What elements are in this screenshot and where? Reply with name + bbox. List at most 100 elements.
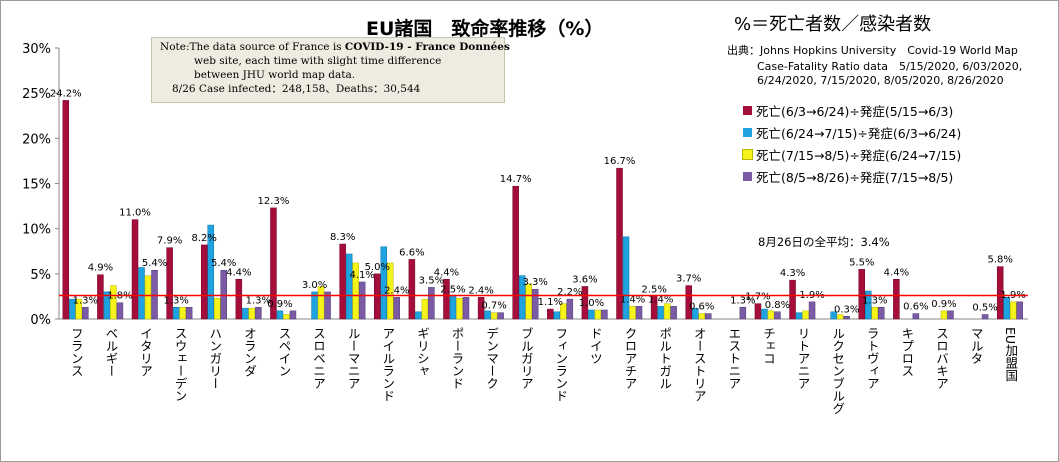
bar-series-4 <box>289 310 297 320</box>
bar-series-2 <box>795 312 803 320</box>
bar-series-3 <box>179 307 186 320</box>
data-label: 3.6% <box>572 274 597 285</box>
data-label: 4.1% <box>349 270 374 281</box>
bar-series-3 <box>940 310 948 320</box>
bar-series-1 <box>477 297 485 320</box>
bar-series-2 <box>380 246 388 320</box>
bar-series-1 <box>200 244 208 320</box>
bar-series-4 <box>393 297 401 320</box>
legend-item-1: 死亡(6/3→6/24)÷発症(5/15→6/3) <box>743 101 953 120</box>
legend-swatch-1 <box>743 106 752 115</box>
data-label: 8.3% <box>330 232 355 243</box>
y-tick-label: 20% <box>22 132 51 147</box>
bar-series-1 <box>547 308 554 320</box>
bar-series-3 <box>144 275 152 320</box>
data-label: 3.3% <box>522 277 547 288</box>
bar-series-2 <box>761 308 768 320</box>
bar-series-4 <box>566 298 574 320</box>
bar-series-4 <box>151 269 158 320</box>
data-label: 3.5% <box>419 275 444 286</box>
data-label: 1.4% <box>648 294 673 305</box>
source-line-2: Case-Fatality Ratio data 5/15/2020, 6/03… <box>757 60 1023 73</box>
note-line-2: web site, each time with slight time dif… <box>194 55 442 67</box>
x-category-label: リトアニア <box>796 327 811 390</box>
data-label: 5.4% <box>211 258 236 269</box>
data-label: 4.4% <box>434 267 459 278</box>
data-label: 0.7% <box>481 301 506 312</box>
bar-series-3 <box>767 310 775 320</box>
x-category-label: チェコ <box>761 327 776 365</box>
bar-series-2 <box>865 290 872 320</box>
bar-series-1 <box>754 303 762 320</box>
x-category-label: アイルランド <box>380 327 395 402</box>
bar-series-3 <box>560 303 567 320</box>
bar-series-1 <box>996 266 1004 320</box>
legend-swatch-2 <box>743 128 752 137</box>
bar-series-2 <box>207 224 214 320</box>
y-tick-label: 10% <box>22 223 51 238</box>
bar-series-1 <box>97 274 104 320</box>
bar-series-3 <box>213 297 221 320</box>
data-label: 12.3% <box>258 196 290 207</box>
bar-series-2 <box>242 307 249 320</box>
bar-series-2 <box>553 311 561 320</box>
bar-series-2 <box>415 311 422 320</box>
data-label: 2.4% <box>468 285 493 296</box>
bar-series-4 <box>981 314 989 320</box>
data-label: 0.6% <box>689 302 714 313</box>
bar-series-2 <box>484 310 491 320</box>
note-line-4: 8/26 Case infected：248,158、Deaths：30,544 <box>172 83 421 95</box>
bar-series-3 <box>387 262 394 320</box>
bar-series-1 <box>616 167 623 320</box>
note-box: Note:The data source of France is COVID-… <box>151 37 510 103</box>
bar-series-3 <box>594 309 602 320</box>
data-label: 1.0% <box>579 298 604 309</box>
bar-series-3 <box>871 307 879 320</box>
bar-series-2 <box>1003 297 1010 320</box>
bar-series-1 <box>650 296 658 320</box>
x-category-label: スロバキア <box>934 327 949 390</box>
bar-series-4 <box>774 311 781 320</box>
data-label: 8.2% <box>192 233 217 244</box>
bar-series-4 <box>808 301 816 320</box>
data-label: 0.9% <box>931 299 956 310</box>
bar-series-1 <box>789 279 796 320</box>
y-tick-label: 0% <box>30 313 51 328</box>
data-label: 1.3% <box>73 295 98 306</box>
bar-series-4 <box>185 307 193 320</box>
bar-series-3 <box>1009 301 1017 320</box>
bar-series-4 <box>531 288 539 320</box>
bar-series-1 <box>339 243 346 320</box>
bar-series-2 <box>518 275 526 320</box>
data-label: 4.3% <box>780 268 805 279</box>
data-label: 1.1% <box>538 297 563 308</box>
data-label: 0.3% <box>834 304 859 315</box>
legend-item-4: 死亡(8/5→8/26)÷発症(7/15→8/5) <box>743 167 953 186</box>
bar-series-2 <box>311 291 318 320</box>
data-label: 2.5% <box>641 284 666 295</box>
bar-series-3 <box>283 314 290 320</box>
x-category-label: EU加盟国 <box>1003 327 1018 382</box>
bar-series-4 <box>497 312 504 320</box>
x-category-label: ルーマニア <box>346 327 361 390</box>
legend-swatch-4 <box>743 172 752 181</box>
x-category-label: フランス <box>69 327 84 377</box>
data-label: 2.2% <box>557 287 582 298</box>
data-label: 16.7% <box>604 156 636 167</box>
bar-series-2 <box>657 306 664 320</box>
bar-series-3 <box>317 286 325 320</box>
bar-series-3 <box>698 313 705 320</box>
bar-series-1 <box>685 285 692 320</box>
bar-series-4 <box>739 307 747 320</box>
bar-series-1 <box>166 247 173 320</box>
data-label: 7.9% <box>157 236 182 247</box>
legend-swatch-3 <box>742 149 753 160</box>
x-category-label: イタリア <box>138 327 153 377</box>
bar-series-1 <box>858 269 866 320</box>
chart-title: EU諸国 致命率推移（%） <box>366 18 604 40</box>
data-label: 4.4% <box>226 267 251 278</box>
x-category-label: ギリシャ <box>415 327 430 377</box>
data-label: 5.5% <box>849 257 874 268</box>
data-label: 4.9% <box>88 263 113 274</box>
